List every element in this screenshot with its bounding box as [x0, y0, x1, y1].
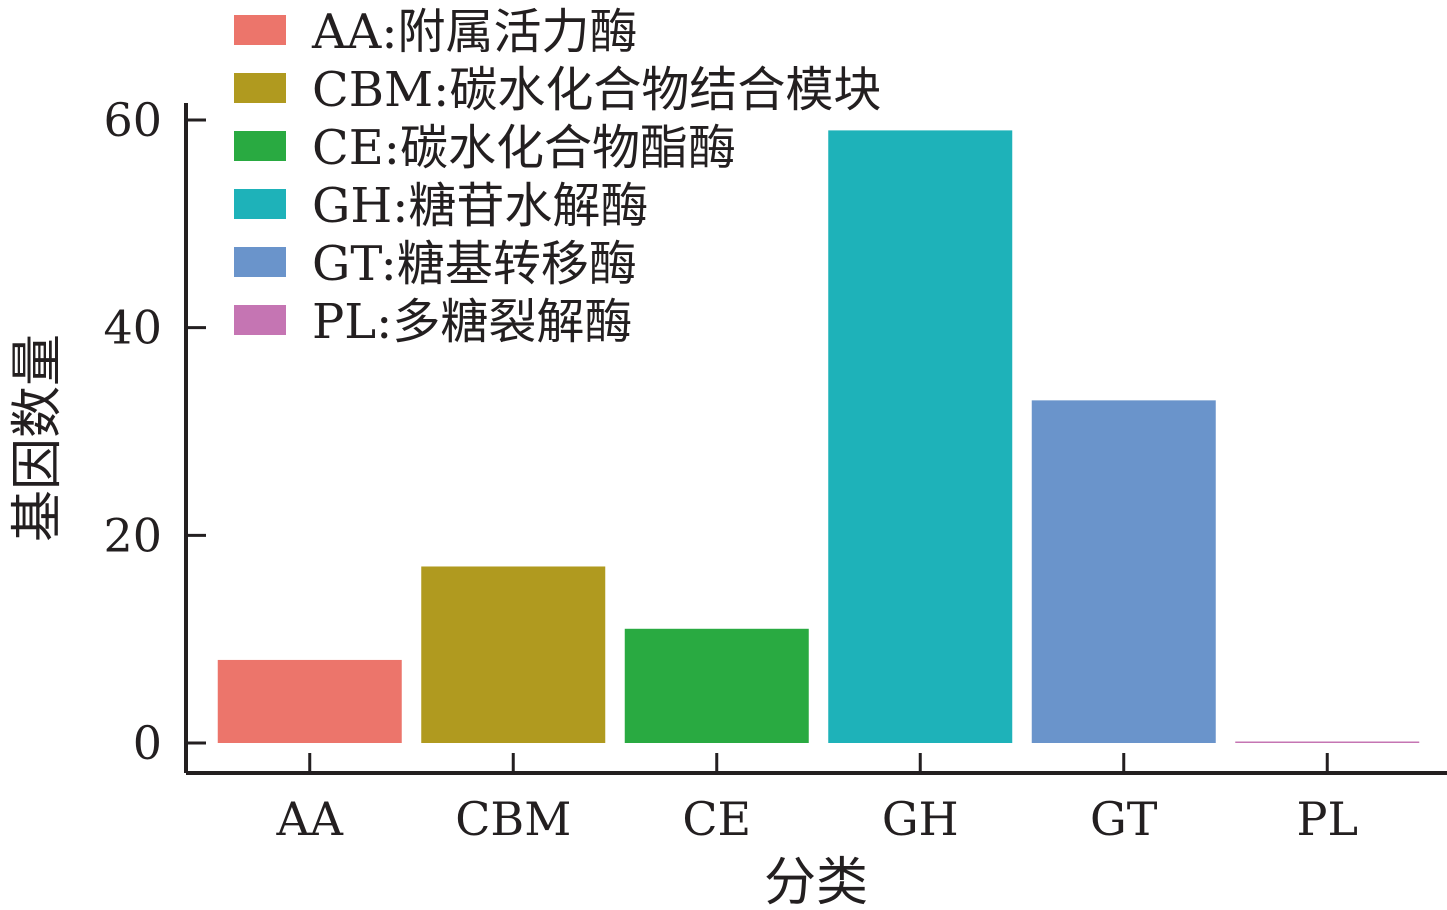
legend-swatch-gh [234, 189, 286, 219]
x-tick-label-ce: CE [682, 792, 751, 846]
y-axis-title: 基因数量 [8, 334, 68, 542]
legend-label-ce: CE:碳水化合物酯酶 [312, 120, 736, 176]
legend-label-gh: GH:糖苷水解酶 [312, 178, 648, 234]
legend-label-pl: PL:多糖裂解酶 [312, 294, 632, 350]
legend-swatch-gt [234, 247, 286, 277]
bar-aa [217, 659, 402, 743]
bar-ce [624, 628, 809, 743]
y-ticks-group: 0 20 40 60 [103, 93, 206, 770]
bar-cbm [421, 566, 606, 743]
x-tick-label-pl: PL [1297, 792, 1359, 846]
x-tick-label-aa: AA [276, 792, 344, 846]
x-tick-label-gt: GT [1090, 792, 1158, 846]
legend: AA:附属活力酶CBM:碳水化合物结合模块CE:碳水化合物酯酶GH:糖苷水解酶G… [234, 4, 881, 350]
legend-swatch-cbm [234, 73, 286, 103]
legend-label-aa: AA:附属活力酶 [311, 4, 638, 60]
x-ticks-group: AA CBM CE GH GT PL [276, 753, 1358, 846]
x-axis-title: 分类 [764, 853, 868, 910]
bars-group [217, 130, 1420, 744]
y-tick-label-60: 60 [103, 93, 162, 147]
x-tick-label-cbm: CBM [455, 792, 571, 846]
legend-swatch-ce [234, 131, 286, 161]
legend-swatch-aa [234, 15, 286, 45]
y-tick-label-0: 0 [133, 716, 162, 770]
axes-group [184, 103, 1447, 775]
legend-label-gt: GT:糖基转移酶 [312, 236, 637, 292]
y-tick-label-40: 40 [103, 301, 162, 355]
legend-label-cbm: CBM:碳水化合物结合模块 [312, 62, 881, 118]
y-tick-label-20: 20 [103, 508, 162, 562]
bar-pl [1235, 741, 1420, 743]
x-tick-label-gh: GH [882, 792, 959, 846]
bar-gt [1031, 400, 1216, 743]
bar-gh [828, 130, 1013, 744]
legend-swatch-pl [234, 305, 286, 335]
